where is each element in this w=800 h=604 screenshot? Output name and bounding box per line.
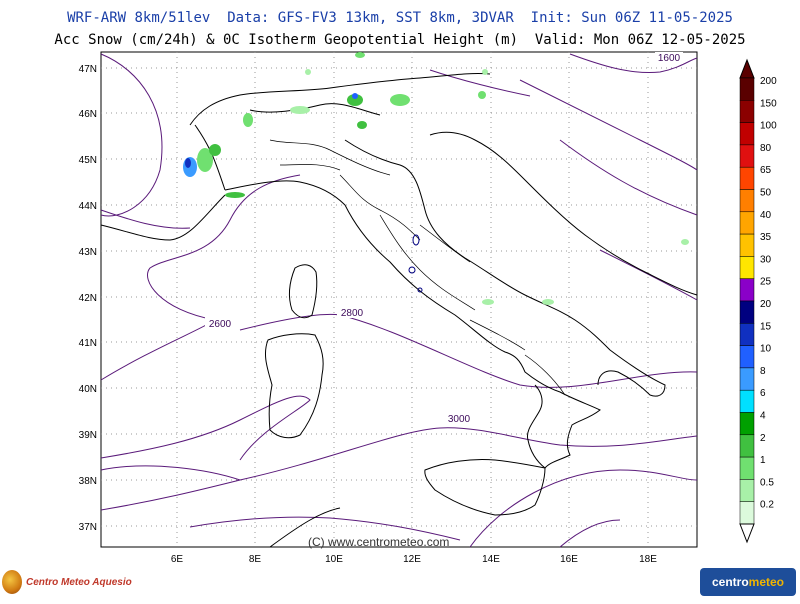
colorbar-label: 1 [760,455,766,466]
lon-label: 14E [482,554,500,565]
colorbar-swatch [739,389,755,413]
colorbar-label: 50 [760,188,772,199]
map-frame [100,51,698,548]
colorbar-arrow-bottom [739,523,755,544]
longitude-labels: 6E 8E 10E 12E 14E 16E 18E [171,554,657,565]
isotherm-label-2600: 2600 [209,319,232,330]
header-model-info: WRF-ARW 8km/51lev Data: GFS-FV3 13km, SS… [67,10,733,26]
lon-label: 8E [249,554,262,565]
isotherm-labels: 1600 2600 2800 3000 [205,52,683,425]
lat-label: 44N [79,201,97,212]
lat-label: 45N [79,155,97,166]
logo-right-text: centrometeo [712,575,784,589]
colorbar-label: 2 [760,433,766,444]
colorbar-swatch [739,256,755,279]
isotherm-label-2800: 2800 [341,308,364,319]
latitude-labels: 47N 46N 45N 44N 43N 42N 41N 40N 39N 38N … [79,64,97,533]
colorbar-label: 200 [760,76,777,87]
colorbar-swatch [739,233,755,257]
sun-logo-icon [2,570,22,594]
lat-label: 46N [79,109,97,120]
colorbar-swatch [739,189,755,213]
logo-left-text: Centro Meteo Aquesio [26,576,132,588]
colorbar-swatch [739,501,755,525]
lat-label: 39N [79,430,97,441]
colorbar-label: 25 [760,277,772,288]
snow-accumulation [183,52,689,305]
colorbar-swatch [739,144,755,168]
isotherm-label-1600: 1600 [658,53,681,64]
colorbar-swatch [739,434,755,458]
copyright-text: (C) www.centrometeo.com [308,535,450,549]
colorbar-label: 35 [760,232,772,243]
isotherm-contours [100,53,698,548]
colorbar-swatch [739,323,755,346]
colorbar-label: 40 [760,210,772,221]
isotherm-label-3000: 3000 [448,414,471,425]
colorbar-swatch [739,77,755,101]
lat-label: 43N [79,247,97,258]
colorbar-label: 4 [760,411,766,422]
lon-label: 12E [403,554,421,565]
logo-centrometeo: centrometeo [700,568,796,596]
colorbar-label: 100 [760,121,777,132]
colorbar-swatch [739,278,755,302]
colorbar-label: 8 [760,366,766,377]
header-field-info: Acc Snow (cm/24h) & 0C Isotherm Geopoten… [54,32,746,48]
colorbar-label: 80 [760,143,772,154]
lon-label: 18E [639,554,657,565]
lon-label: 10E [325,554,343,565]
colorbar-label: 150 [760,98,777,109]
colorbar-label: 65 [760,165,772,176]
colorbar-swatch [739,479,755,502]
colorbar-label: 10 [760,344,772,355]
lat-label: 47N [79,64,97,75]
colorbar-swatch [739,412,755,436]
colorbar-swatch [739,166,755,190]
lat-label: 41N [79,338,97,349]
lat-label: 38N [79,476,97,487]
colorbar-swatch [739,456,755,480]
colorbar: 200 150 100 80 65 50 40 35 30 25 20 15 10 8 6 4 2 1 0.5 0.2 [739,58,777,544]
colorbar-arrow-top [739,58,755,79]
colorbar-label: 20 [760,299,772,310]
colorbar-swatch [739,211,755,235]
colorbar-label: 0.5 [760,477,774,488]
colorbar-label: 15 [760,321,772,332]
colorbar-swatch [739,122,755,146]
lat-label: 40N [79,384,97,395]
colorbar-swatch [739,100,755,123]
lon-label: 16E [560,554,578,565]
lat-label: 42N [79,293,97,304]
logo-right-accent: meteo [748,575,785,589]
colorbar-label: 0.2 [760,500,774,511]
colorbar-swatch [739,300,755,324]
lon-label: 6E [171,554,184,565]
colorbar-label: 30 [760,254,772,265]
logo-centro-meteo-aquesio: Centro Meteo Aquesio [0,568,132,596]
colorbar-swatch [739,367,755,391]
colorbar-swatch [739,345,755,369]
logo-right-main: centro [711,575,749,589]
lat-label: 37N [79,522,97,533]
colorbar-label: 6 [760,388,766,399]
coastlines [100,72,698,548]
